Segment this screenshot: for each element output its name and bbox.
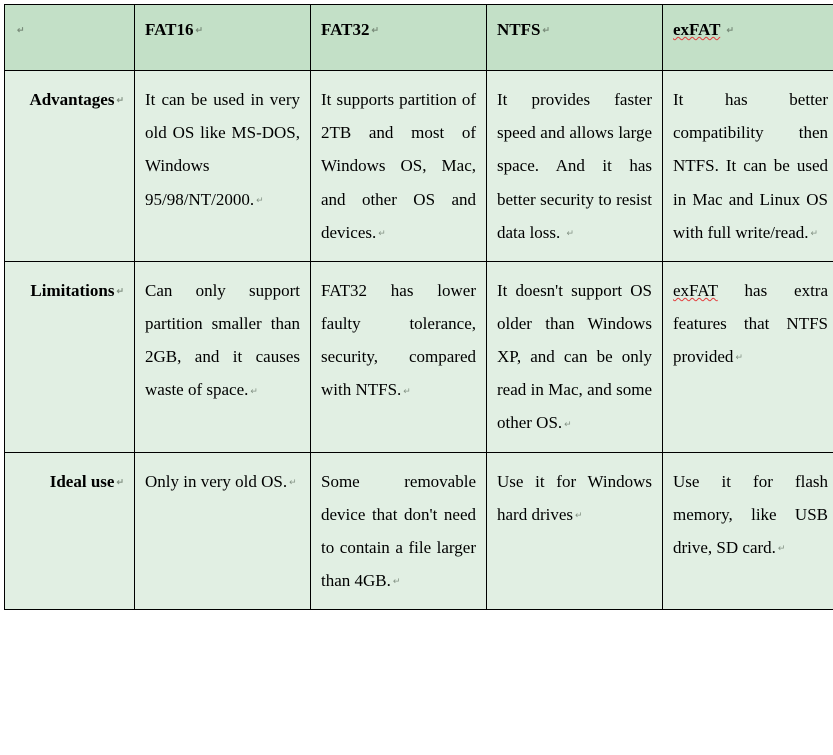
header-fat16: FAT16↵	[135, 5, 311, 71]
para-mark-icon: ↵	[378, 228, 386, 238]
cell-idealuse-fat16: Only in very old OS.↵	[135, 452, 311, 610]
para-mark-icon: ↵	[567, 228, 575, 238]
para-mark-icon: ↵	[403, 386, 411, 396]
para-mark-icon: ↵	[371, 25, 379, 35]
para-mark-icon: ↵	[256, 195, 264, 205]
cell-limitations-fat32: FAT32 has lower faulty tolerance, securi…	[311, 261, 487, 452]
para-mark-icon: ↵	[735, 352, 743, 362]
para-mark-icon: ↵	[17, 25, 25, 35]
rowlabel-idealuse: Ideal use↵	[5, 452, 135, 610]
table-row: Limitations↵ Can only support partition …	[5, 261, 833, 452]
cell-advantages-fat16: It can be used in very old OS like MS-DO…	[135, 71, 311, 262]
para-mark-icon: ↵	[393, 576, 401, 586]
para-mark-icon: ↵	[575, 510, 583, 520]
cell-limitations-fat16: Can only support partition smaller than …	[135, 261, 311, 452]
cell-advantages-ntfs: It provides faster speed and allows larg…	[487, 71, 663, 262]
para-mark-icon: ↵	[195, 25, 203, 35]
filesystem-comparison-table: ↵ FAT16↵ FAT32↵ NTFS↵ exFAT ↵ Advantages…	[4, 4, 833, 610]
cell-limitations-ntfs: It doesn't support OS older than Windows…	[487, 261, 663, 452]
para-mark-icon: ↵	[778, 543, 786, 553]
para-mark-icon: ↵	[542, 25, 550, 35]
header-ntfs: NTFS↵	[487, 5, 663, 71]
cell-advantages-fat32: It supports partition of 2TB and most of…	[311, 71, 487, 262]
header-fat32: FAT32↵	[311, 5, 487, 71]
header-blank: ↵	[5, 5, 135, 71]
cell-advantages-exfat: It has better compatibility then NTFS. I…	[663, 71, 833, 262]
rowlabel-limitations: Limitations↵	[5, 261, 135, 452]
para-mark-icon: ↵	[116, 477, 124, 487]
cell-idealuse-exfat: Use it for flash memory, like USB drive,…	[663, 452, 833, 610]
rowlabel-advantages: Advantages↵	[5, 71, 135, 262]
para-mark-icon: ↵	[564, 419, 572, 429]
para-mark-icon: ↵	[289, 477, 297, 487]
header-exfat: exFAT ↵	[663, 5, 833, 71]
cell-text: exFAT has extra features that NTFS provi…	[673, 281, 828, 366]
para-mark-icon: ↵	[116, 286, 124, 296]
para-mark-icon: ↵	[116, 95, 124, 105]
para-mark-icon: ↵	[726, 25, 734, 35]
para-mark-icon: ↵	[250, 386, 258, 396]
table-row: Ideal use↵ Only in very old OS.↵ Some re…	[5, 452, 833, 610]
table-header-row: ↵ FAT16↵ FAT32↵ NTFS↵ exFAT ↵	[5, 5, 833, 71]
cell-idealuse-fat32: Some removable device that don't need to…	[311, 452, 487, 610]
cell-idealuse-ntfs: Use it for Windows hard drives↵	[487, 452, 663, 610]
cell-limitations-exfat: exFAT has extra features that NTFS provi…	[663, 261, 833, 452]
para-mark-icon: ↵	[811, 228, 819, 238]
table-row: Advantages↵ It can be used in very old O…	[5, 71, 833, 262]
